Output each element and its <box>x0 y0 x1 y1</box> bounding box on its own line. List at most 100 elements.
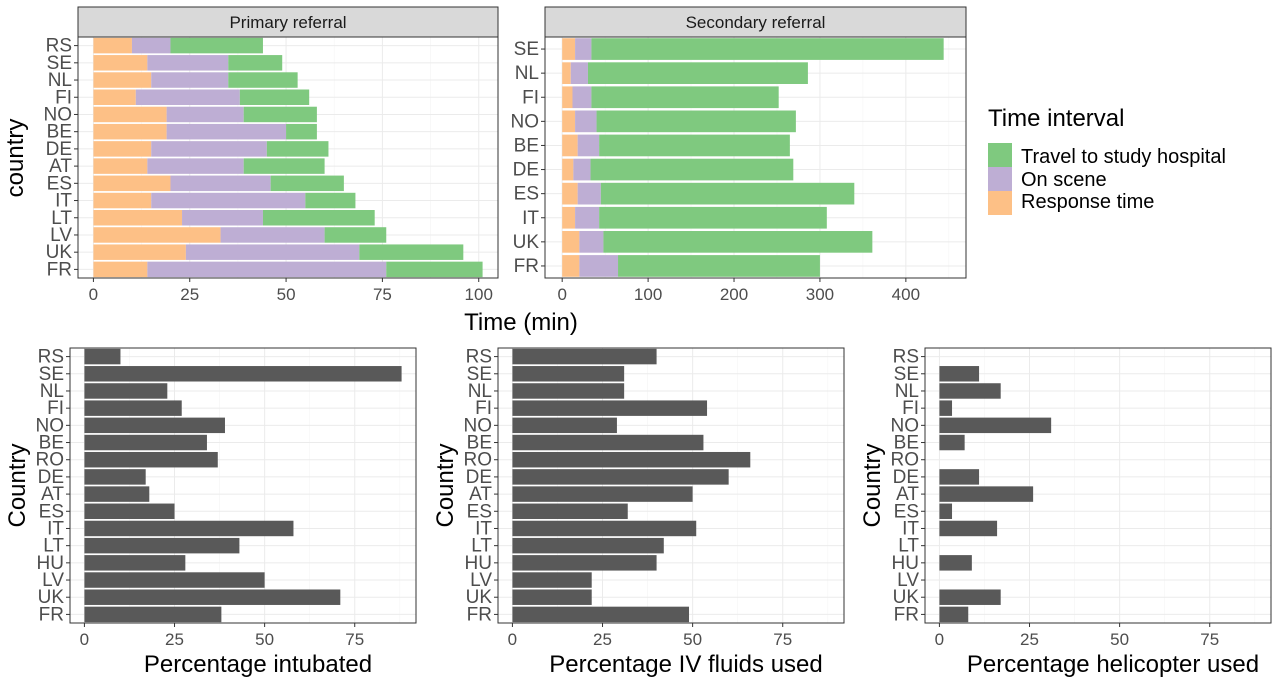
x-tick-label: 400 <box>892 285 920 304</box>
bar-FI <box>939 400 953 416</box>
bar-FR <box>939 606 969 623</box>
x-tick-label: 75 <box>773 630 792 649</box>
y-tick-label-BE: BE <box>894 433 919 454</box>
y-tick-label-HU: HU <box>892 553 919 574</box>
bar-NL-on-scene <box>570 62 588 84</box>
bar-BE-travel-to-study-hospital <box>599 134 790 157</box>
y-tick-label-RS: RS <box>38 347 64 368</box>
legend-swatch-travel <box>988 143 1012 167</box>
bar-LV <box>84 572 265 588</box>
y-tick-label-RO: RO <box>36 450 65 471</box>
bar-UK <box>84 589 341 605</box>
y-tick-label-NO: NO <box>36 415 65 436</box>
y-tick-label-IT: IT <box>475 518 492 539</box>
bar-ES-travel-to-study-hospital <box>270 175 344 192</box>
bar-AT-on-scene <box>147 158 244 174</box>
panel-2: Secondary referral SE NL FI NO BE DE ES IT UK FR 0 1… <box>511 6 967 304</box>
y-tick-label-SE: SE <box>467 364 492 385</box>
bar-LT-travel-to-study-hospital <box>262 210 375 226</box>
bar-DE-response-time <box>93 141 152 157</box>
y-tick-label-FI: FI <box>47 398 64 419</box>
y-tick-label-DE: DE <box>38 467 64 488</box>
bar-AT-response-time <box>93 158 148 174</box>
x-tick-label: 0 <box>89 285 98 304</box>
x-tick-label: 100 <box>465 285 493 304</box>
y-axis-title: Country <box>4 443 31 527</box>
y-tick-label-UK: UK <box>46 242 73 263</box>
bar-HU <box>512 555 657 571</box>
y-tick-label-FI: FI <box>55 87 72 108</box>
x-tick-label: 25 <box>1020 630 1039 649</box>
y-tick-label-LT: LT <box>43 536 64 557</box>
y-tick-label-HU: HU <box>465 553 492 574</box>
bar-NO-on-scene <box>166 106 244 123</box>
y-tick-label-ES: ES <box>514 184 539 205</box>
facet-strip-label: Secondary referral <box>686 13 826 32</box>
bar-RS-travel-to-study-hospital <box>170 37 263 54</box>
x-tick-label: 25 <box>593 630 612 649</box>
bar-UK-travel-to-study-hospital <box>603 231 873 253</box>
y-tick-label-ES: ES <box>47 173 72 194</box>
bar-FI-travel-to-study-hospital <box>591 86 779 109</box>
bar-SE <box>512 366 625 382</box>
bar-AT-travel-to-study-hospital <box>243 158 325 174</box>
y-tick-label-FR: FR <box>47 259 72 280</box>
bar-IT-on-scene <box>151 192 306 209</box>
x-tick-label: 75 <box>373 285 392 304</box>
bar-UK-response-time <box>562 231 580 253</box>
x-tick-label: 300 <box>806 285 834 304</box>
y-tick-label-UK: UK <box>466 587 493 608</box>
y-tick-label-UK: UK <box>513 232 540 253</box>
y-tick-label-UK: UK <box>38 587 65 608</box>
y-tick-label-FI: FI <box>902 398 919 419</box>
legend-label-travel: Travel to study hospital <box>1021 146 1226 168</box>
bar-NO-travel-to-study-hospital <box>243 106 317 123</box>
x-tick-label: 25 <box>165 630 184 649</box>
y-tick-label-SE: SE <box>514 39 539 60</box>
bar-ES <box>512 503 628 520</box>
y-tick-label-DE: DE <box>466 467 492 488</box>
legend-swatch-on-scene <box>988 167 1012 191</box>
bar-DE <box>939 469 980 485</box>
bar-AT <box>939 486 1034 502</box>
bar-NO <box>512 417 617 434</box>
bar-IT-response-time <box>93 192 152 209</box>
x-tick-label: 50 <box>255 630 274 649</box>
bar-BE-response-time <box>562 134 578 157</box>
top-y-axis-title: country <box>2 119 29 198</box>
y-tick-label-FR: FR <box>514 256 539 277</box>
bar-RS-response-time <box>93 37 132 54</box>
y-tick-label-NL: NL <box>40 381 64 402</box>
bar-NL-travel-to-study-hospital <box>587 62 808 84</box>
y-tick-label-IT: IT <box>902 518 919 539</box>
y-tick-label-AT: AT <box>41 484 64 505</box>
bar-LT-response-time <box>93 210 183 226</box>
bar-LV <box>512 572 592 588</box>
bar-IT <box>939 520 998 537</box>
y-tick-label-ES: ES <box>467 501 492 522</box>
bar-BE <box>939 434 965 451</box>
bar-NO-travel-to-study-hospital <box>596 110 796 133</box>
bar-NL-response-time <box>562 62 571 84</box>
y-tick-label-RS: RS <box>893 347 919 368</box>
bar-RS-on-scene <box>131 37 171 54</box>
bar-DE-response-time <box>562 158 574 181</box>
bar-FI-travel-to-study-hospital <box>239 89 310 105</box>
bar-AT <box>512 486 693 502</box>
bar-LV-response-time <box>93 227 221 243</box>
legend: Time interval Travel to study hospital O… <box>988 105 1226 215</box>
bar-SE-travel-to-study-hospital <box>591 38 944 60</box>
x-axis-title: Percentage intubated <box>144 651 372 678</box>
bar-LT-on-scene <box>182 210 263 226</box>
y-tick-label-DE: DE <box>513 160 539 181</box>
bar-FI-on-scene <box>135 89 240 105</box>
bar-SE-on-scene <box>147 55 229 71</box>
legend-label-response: Response time <box>1021 191 1154 213</box>
facet-strip <box>544 6 967 38</box>
bar-ES-response-time <box>562 182 578 205</box>
bar-SE <box>939 366 980 382</box>
bar-LT <box>84 537 240 554</box>
y-tick-label-RO: RO <box>891 450 920 471</box>
